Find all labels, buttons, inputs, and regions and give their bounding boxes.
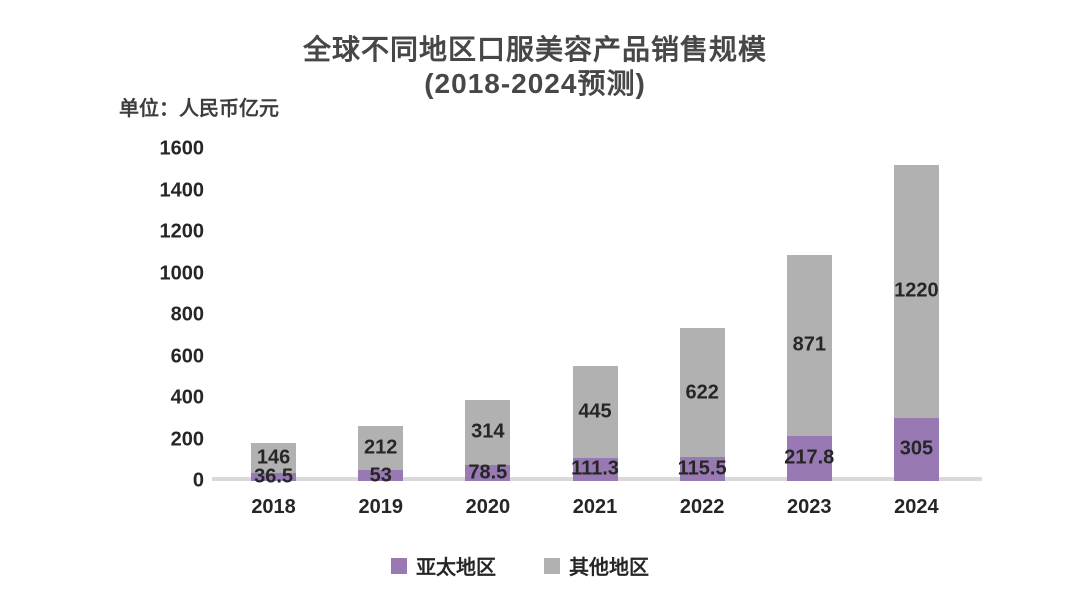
data-label: 36.5 — [254, 465, 294, 488]
x-axis-label: 2023 — [787, 496, 832, 518]
y-axis-tick-label: 200 — [170, 428, 204, 450]
chart-title-line1: 全球不同地区口服美容产品销售规模 — [302, 34, 767, 65]
x-axis-label: 2018 — [251, 496, 296, 518]
legend-label-apac: 亚太地区 — [416, 557, 496, 579]
data-label: 1220 — [894, 279, 939, 302]
legend-item-apac: 亚太地区 — [391, 551, 496, 580]
legend-item-other: 其他地区 — [544, 551, 649, 580]
legend: 亚太地区 其他地区 — [0, 551, 1040, 580]
data-label: 217.8 — [784, 446, 835, 469]
data-label: 212 — [364, 436, 398, 459]
y-axis-tick-label: 800 — [170, 303, 204, 326]
bar-segment-apac — [786, 435, 832, 481]
bar-segment-other — [679, 327, 725, 458]
legend-swatch-other — [544, 557, 560, 574]
data-label: 111.3 — [571, 457, 619, 480]
bar-segment-apac — [465, 464, 511, 481]
bar-segment-other — [465, 399, 511, 465]
y-axis: 0 200 400 600 800 1000 1200 1400 1600 — [0, 138, 205, 492]
y-axis-tick-label: 1000 — [159, 262, 205, 284]
bar-segment-other — [358, 426, 404, 471]
data-label: 305 — [899, 437, 934, 460]
data-label: 622 — [685, 381, 719, 403]
data-label: 53 — [369, 464, 392, 486]
bar-segment-other — [251, 443, 297, 474]
legend-swatch-apac — [391, 557, 407, 574]
bar-segment-other — [786, 255, 832, 436]
x-axis-label: 2024 — [894, 496, 939, 518]
y-axis-tick-label: 0 — [192, 469, 204, 492]
data-label: 314 — [471, 420, 505, 443]
chart-title-line2: (2018-2024预测) — [424, 68, 646, 99]
x-axis-label: 2021 — [572, 496, 618, 518]
bar-segment-other — [893, 164, 939, 418]
data-label: 78.5 — [468, 461, 508, 484]
bar-segment-apac — [893, 417, 939, 481]
y-axis-tick-label: 1600 — [159, 137, 205, 160]
x-axis-label: 2020 — [465, 496, 511, 518]
data-label: 146 — [256, 446, 291, 469]
legend-label-other: 其他地区 — [569, 557, 649, 579]
chart-title: 全球不同地区口服美容产品销售规模 (2018-2024预测) — [0, 33, 1070, 101]
y-axis-tick-label: 1200 — [159, 220, 205, 243]
y-axis-tick-label: 1400 — [159, 179, 205, 201]
bar-segment-apac — [251, 473, 297, 481]
bar-segment-apac — [679, 457, 725, 481]
plot-area: 36.5 146 53 212 78.5 314 111.3 445 115.5 622 217.8… — [220, 149, 970, 488]
bar-segment-apac — [358, 470, 404, 481]
data-label: 445 — [578, 400, 612, 423]
data-label: 115.5 — [677, 457, 727, 480]
y-axis-tick-label: 600 — [170, 345, 204, 367]
bar-segment-apac — [572, 457, 618, 481]
bar-segment-other — [572, 365, 618, 458]
data-label: 871 — [792, 333, 826, 356]
x-axis-label: 2022 — [679, 496, 725, 518]
x-axis-label: 2019 — [358, 496, 403, 518]
unit-label: 单位：人民币亿元 — [119, 98, 279, 120]
x-axis: 2018 2019 2020 2021 2022 2023 2024 — [220, 496, 970, 522]
y-axis-tick-label: 400 — [170, 386, 204, 409]
